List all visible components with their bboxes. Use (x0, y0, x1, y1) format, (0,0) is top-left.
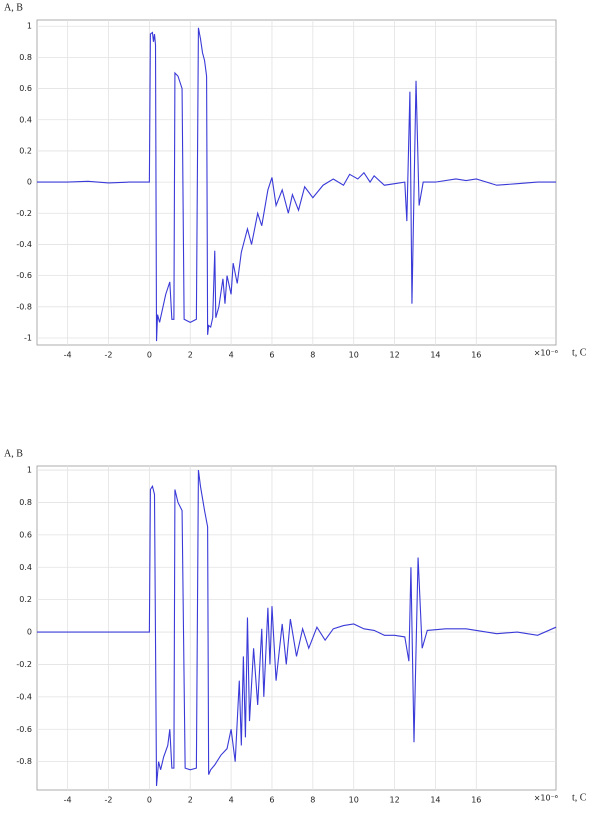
y-tick-label: -1 (24, 333, 32, 342)
y-tick-label: 0.4 (19, 563, 32, 572)
y-tick-label: 1 (27, 466, 32, 475)
x-tick-label: 0 (147, 351, 152, 360)
x-tick-label: 6 (269, 796, 274, 805)
x-multiplier: ×10⁻⁶ (534, 349, 558, 358)
y-tick-label: -0.4 (16, 692, 32, 701)
x-tick-label: 2 (188, 351, 193, 360)
y-tick-label: 1 (27, 22, 32, 31)
y-tick-label: -0.8 (16, 302, 32, 311)
y-tick-label: 0.4 (19, 115, 32, 124)
y-tick-label: -0.6 (16, 725, 32, 734)
x-axis-label: t, C (572, 792, 587, 803)
y-tick-label: 0 (27, 628, 32, 637)
x-tick-label: 2 (188, 796, 193, 805)
x-axis-label: t, C (572, 347, 587, 358)
y-tick-label: -0.4 (16, 240, 32, 249)
x-tick-label: 16 (471, 351, 481, 360)
y-tick-label: 0.6 (19, 530, 32, 539)
x-tick-label: 8 (310, 351, 315, 360)
line-series (37, 469, 557, 786)
y-axis-label: A, B (4, 2, 23, 13)
x-tick-label: 12 (389, 351, 399, 360)
x-tick-label: -2 (105, 796, 113, 805)
x-tick-label: -2 (105, 351, 113, 360)
y-tick-label: -0.8 (16, 757, 32, 766)
x-tick-label: -4 (64, 796, 72, 805)
x-tick-label: 4 (229, 351, 234, 360)
y-tick-label: -0.2 (16, 660, 32, 669)
plot-area (36, 465, 557, 791)
y-tick-label: 0 (27, 178, 32, 187)
y-tick-label: -0.2 (16, 209, 32, 218)
x-tick-label: 10 (349, 351, 359, 360)
x-tick-label: 8 (310, 796, 315, 805)
y-tick-label: 0.8 (19, 498, 32, 507)
x-tick-label: 16 (471, 796, 481, 805)
x-tick-label: 0 (147, 796, 152, 805)
x-tick-label: 14 (430, 351, 440, 360)
x-tick-label: -4 (64, 351, 72, 360)
line-series (37, 27, 556, 342)
x-tick-label: 6 (269, 351, 274, 360)
y-tick-label: 0.2 (19, 146, 32, 155)
x-tick-label: 14 (430, 796, 440, 805)
y-tick-label: -0.6 (16, 271, 32, 280)
x-tick-label: 4 (229, 796, 234, 805)
y-tick-label: 0.6 (19, 84, 32, 93)
x-multiplier: ×10⁻⁶ (534, 794, 558, 803)
y-axis-label: A, B (4, 448, 23, 459)
y-tick-label: 0.2 (19, 595, 32, 604)
x-tick-label: 10 (349, 796, 359, 805)
y-tick-label: 0.8 (19, 53, 32, 62)
x-tick-label: 12 (389, 796, 399, 805)
